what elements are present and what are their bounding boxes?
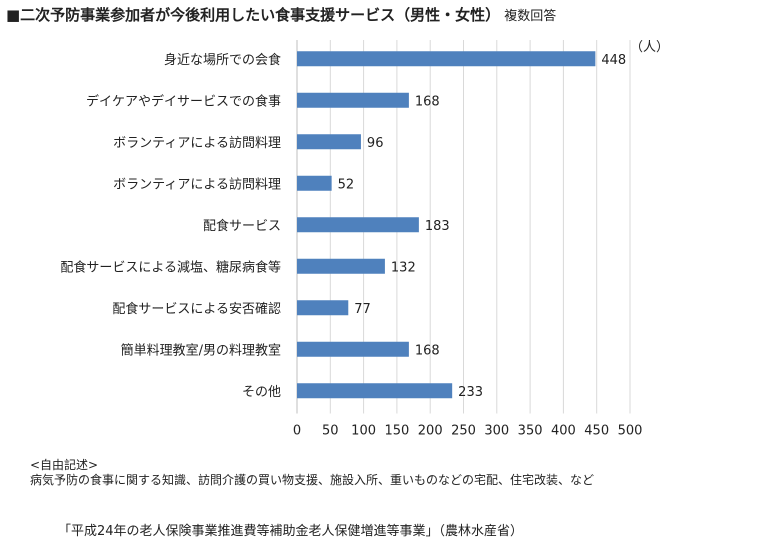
x-tick-label: 300 xyxy=(484,424,509,439)
category-label: ボランティアによる訪問料理 xyxy=(113,135,281,151)
category-label: 配食サービス xyxy=(203,218,281,234)
bar xyxy=(297,51,596,67)
free-comment-text: 病気予防の食事に関する知識、訪問介護の買い物支援、施設入所、重いものなどの宅配、… xyxy=(30,473,595,487)
data-label: 132 xyxy=(391,260,416,275)
data-label: 77 xyxy=(354,302,371,317)
bar xyxy=(297,134,361,150)
category-label: 身近な場所での会食 xyxy=(164,52,281,68)
data-label: 233 xyxy=(458,385,483,400)
unit-label: （人） xyxy=(630,40,670,55)
category-label: その他 xyxy=(242,385,281,400)
bar xyxy=(297,341,409,357)
data-label: 52 xyxy=(338,177,355,192)
x-tick-label: 500 xyxy=(618,424,643,439)
category-label: 配食サービスによる減塩、糖尿病食等 xyxy=(60,259,281,275)
x-tick-label: 350 xyxy=(518,424,543,439)
data-label: 96 xyxy=(367,136,384,151)
x-tick-label: 450 xyxy=(584,424,609,439)
chart-title: ■二次予防事業参加者が今後利用したい食事支援サービス（男性・女性） 複数回答 xyxy=(6,4,556,25)
category-label: 簡単料理教室/男の料理教室 xyxy=(121,342,281,358)
x-tick-label: 250 xyxy=(451,424,476,439)
bar xyxy=(297,175,332,191)
bar xyxy=(297,258,385,274)
free-comment-heading: <自由記述> xyxy=(30,458,99,472)
category-label: 配食サービスによる安否確認 xyxy=(112,301,281,317)
chart-title-text: ■二次予防事業参加者が今後利用したい食事支援サービス（男性・女性） xyxy=(6,6,501,24)
data-label: 183 xyxy=(425,219,450,234)
category-label: ボランティアによる訪問料理 xyxy=(113,176,281,192)
category-label: デイケアやデイサービスでの食事 xyxy=(86,93,281,109)
x-tick-label: 0 xyxy=(293,424,301,439)
bar xyxy=(297,300,349,316)
x-tick-label: 150 xyxy=(384,424,409,439)
bar xyxy=(297,383,453,399)
source-citation: 「平成24年の老人保険事業推進費等補助金老人保健増進等事業」（農林水産省） xyxy=(58,524,524,539)
chart-subtitle: 複数回答 xyxy=(504,9,557,24)
bar xyxy=(297,217,419,233)
x-tick-label: 100 xyxy=(351,424,376,439)
bar xyxy=(297,92,409,108)
x-tick-label: 200 xyxy=(418,424,443,439)
data-label: 168 xyxy=(415,343,440,358)
x-tick-label: 400 xyxy=(551,424,576,439)
data-label: 168 xyxy=(415,94,440,109)
data-label: 448 xyxy=(601,53,626,68)
x-tick-label: 50 xyxy=(322,424,339,439)
